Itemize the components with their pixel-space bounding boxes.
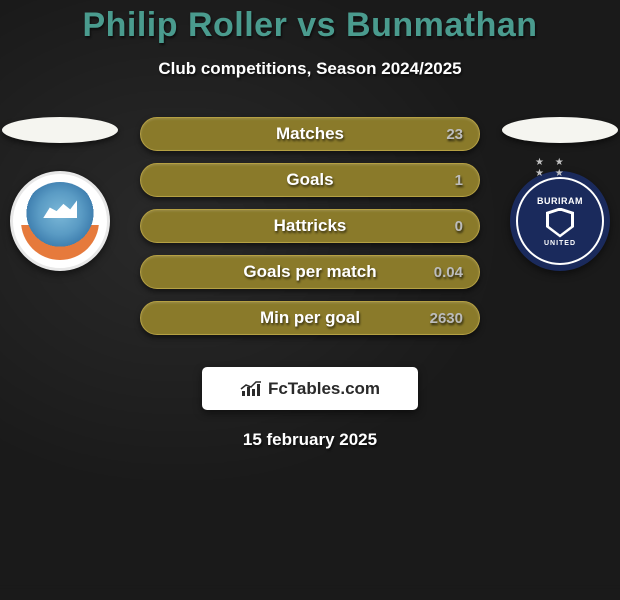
player-right-slot: ★ ★ ★ ★ BURIRAM UNITED [500,117,620,271]
stat-row-hattricks: Hattricks 0 [140,209,480,243]
stat-value: 2630 [430,310,463,327]
stat-rows: Matches 23 Goals 1 Hattricks 0 Goals per… [140,117,480,335]
bar-chart-icon [240,380,262,398]
stat-label: Min per goal [260,308,360,328]
stat-label: Hattricks [274,216,347,236]
brand-box[interactable]: FcTables.com [202,367,418,410]
player-left-club-badge [10,171,110,271]
stat-value: 0.04 [434,264,463,281]
stat-value: 23 [446,126,463,143]
stat-label: Goals [286,170,333,190]
compare-area: ★ ★ ★ ★ BURIRAM UNITED Matches 23 Goals … [0,117,620,337]
badge-right-inner: BURIRAM UNITED [516,177,604,265]
stat-row-min-per-goal: Min per goal 2630 [140,301,480,335]
club-name-top: BURIRAM [537,196,583,206]
stat-row-goals: Goals 1 [140,163,480,197]
brand-text: FcTables.com [268,379,380,399]
player-left-photo-placeholder [2,117,118,143]
season-subtitle: Club competitions, Season 2024/2025 [0,59,620,79]
stat-row-matches: Matches 23 [140,117,480,151]
player-left-slot [0,117,120,271]
stat-value: 1 [455,172,463,189]
stat-row-goals-per-match: Goals per match 0.04 [140,255,480,289]
content-wrapper: Philip Roller vs Bunmathan Club competit… [0,0,620,450]
date-text: 15 february 2025 [0,430,620,450]
stat-value: 0 [455,218,463,235]
club-name-bottom: UNITED [544,240,576,247]
stat-label: Matches [276,124,344,144]
stars-icon: ★ ★ ★ ★ [535,157,585,179]
player-right-club-badge: ★ ★ ★ ★ BURIRAM UNITED [510,171,610,271]
stat-label: Goals per match [243,262,376,282]
shield-icon [546,208,574,238]
page-title: Philip Roller vs Bunmathan [0,6,620,45]
player-right-photo-placeholder [502,117,618,143]
